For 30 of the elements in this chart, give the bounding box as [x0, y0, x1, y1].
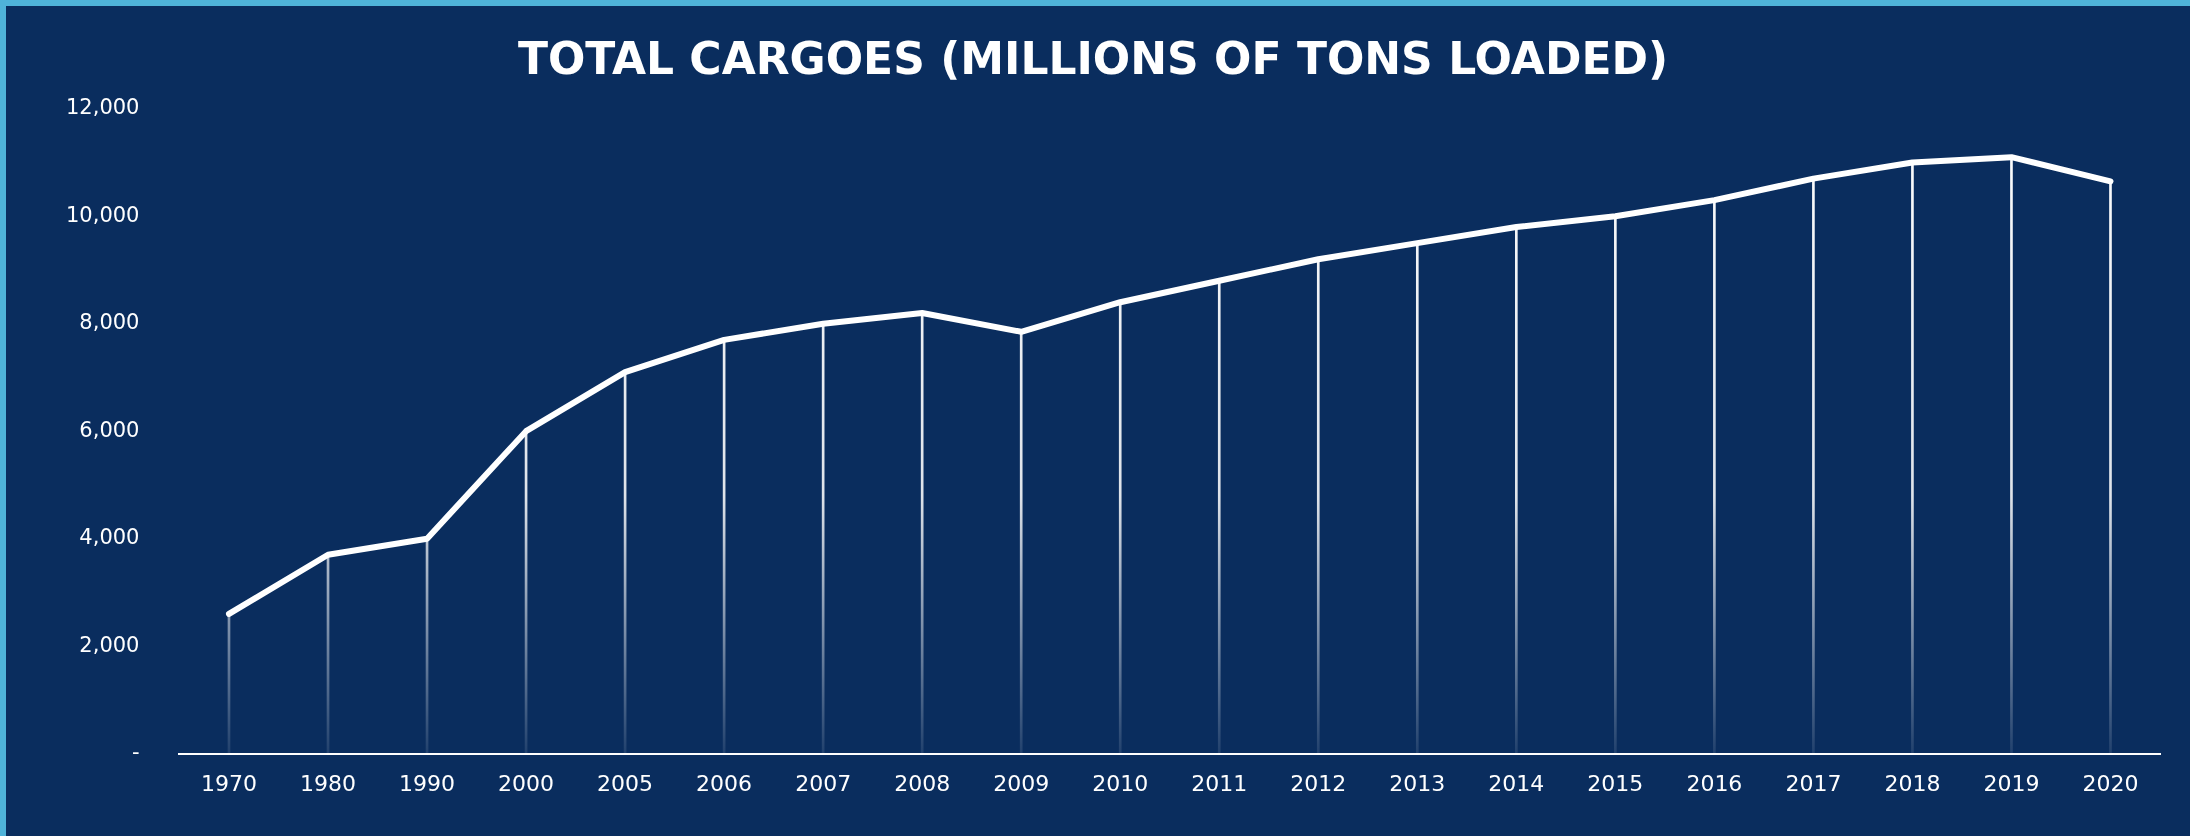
x-tick-label: 2020: [2082, 770, 2139, 796]
x-tick-label: 1970: [200, 770, 257, 796]
x-tick-label: 2015: [1587, 770, 1644, 796]
y-tick-label: 10,000: [66, 202, 140, 227]
y-tick-label: 2,000: [79, 632, 140, 657]
x-tick-label: 2019: [1983, 770, 2040, 796]
x-tick-label: 1980: [300, 770, 357, 796]
bar: [2109, 181, 2112, 754]
y-tick-label: 4,000: [79, 525, 140, 550]
y-tick-label: -: [131, 740, 140, 765]
bar: [1911, 162, 1914, 754]
x-tick-label: 2017: [1785, 770, 1842, 796]
x-tick-label: 2012: [1290, 770, 1347, 796]
x-tick-label: 2006: [696, 770, 753, 796]
x-tick-label: 2016: [1686, 770, 1743, 796]
x-tick-label: 2010: [1092, 770, 1149, 796]
x-tick-label: 2005: [597, 770, 654, 796]
x-tick-label: 2008: [894, 770, 951, 796]
x-tick-label: 2018: [1884, 770, 1941, 796]
x-tick-label: 2013: [1389, 770, 1446, 796]
x-tick-label: 2011: [1191, 770, 1248, 796]
y-tick-label: 8,000: [79, 310, 140, 335]
x-tick-label: 2000: [498, 770, 555, 796]
x-tick-label: 2014: [1488, 770, 1545, 796]
x-tick-label: 2007: [795, 770, 852, 796]
x-tick-label: 2009: [993, 770, 1050, 796]
y-tick-label: 6,000: [79, 417, 140, 442]
x-tick-label: 1990: [399, 770, 456, 796]
y-tick-label: 12,000: [66, 95, 140, 120]
chart-title: TOTAL CARGOES (MILLIONS OF TONS LOADED): [517, 32, 1669, 84]
